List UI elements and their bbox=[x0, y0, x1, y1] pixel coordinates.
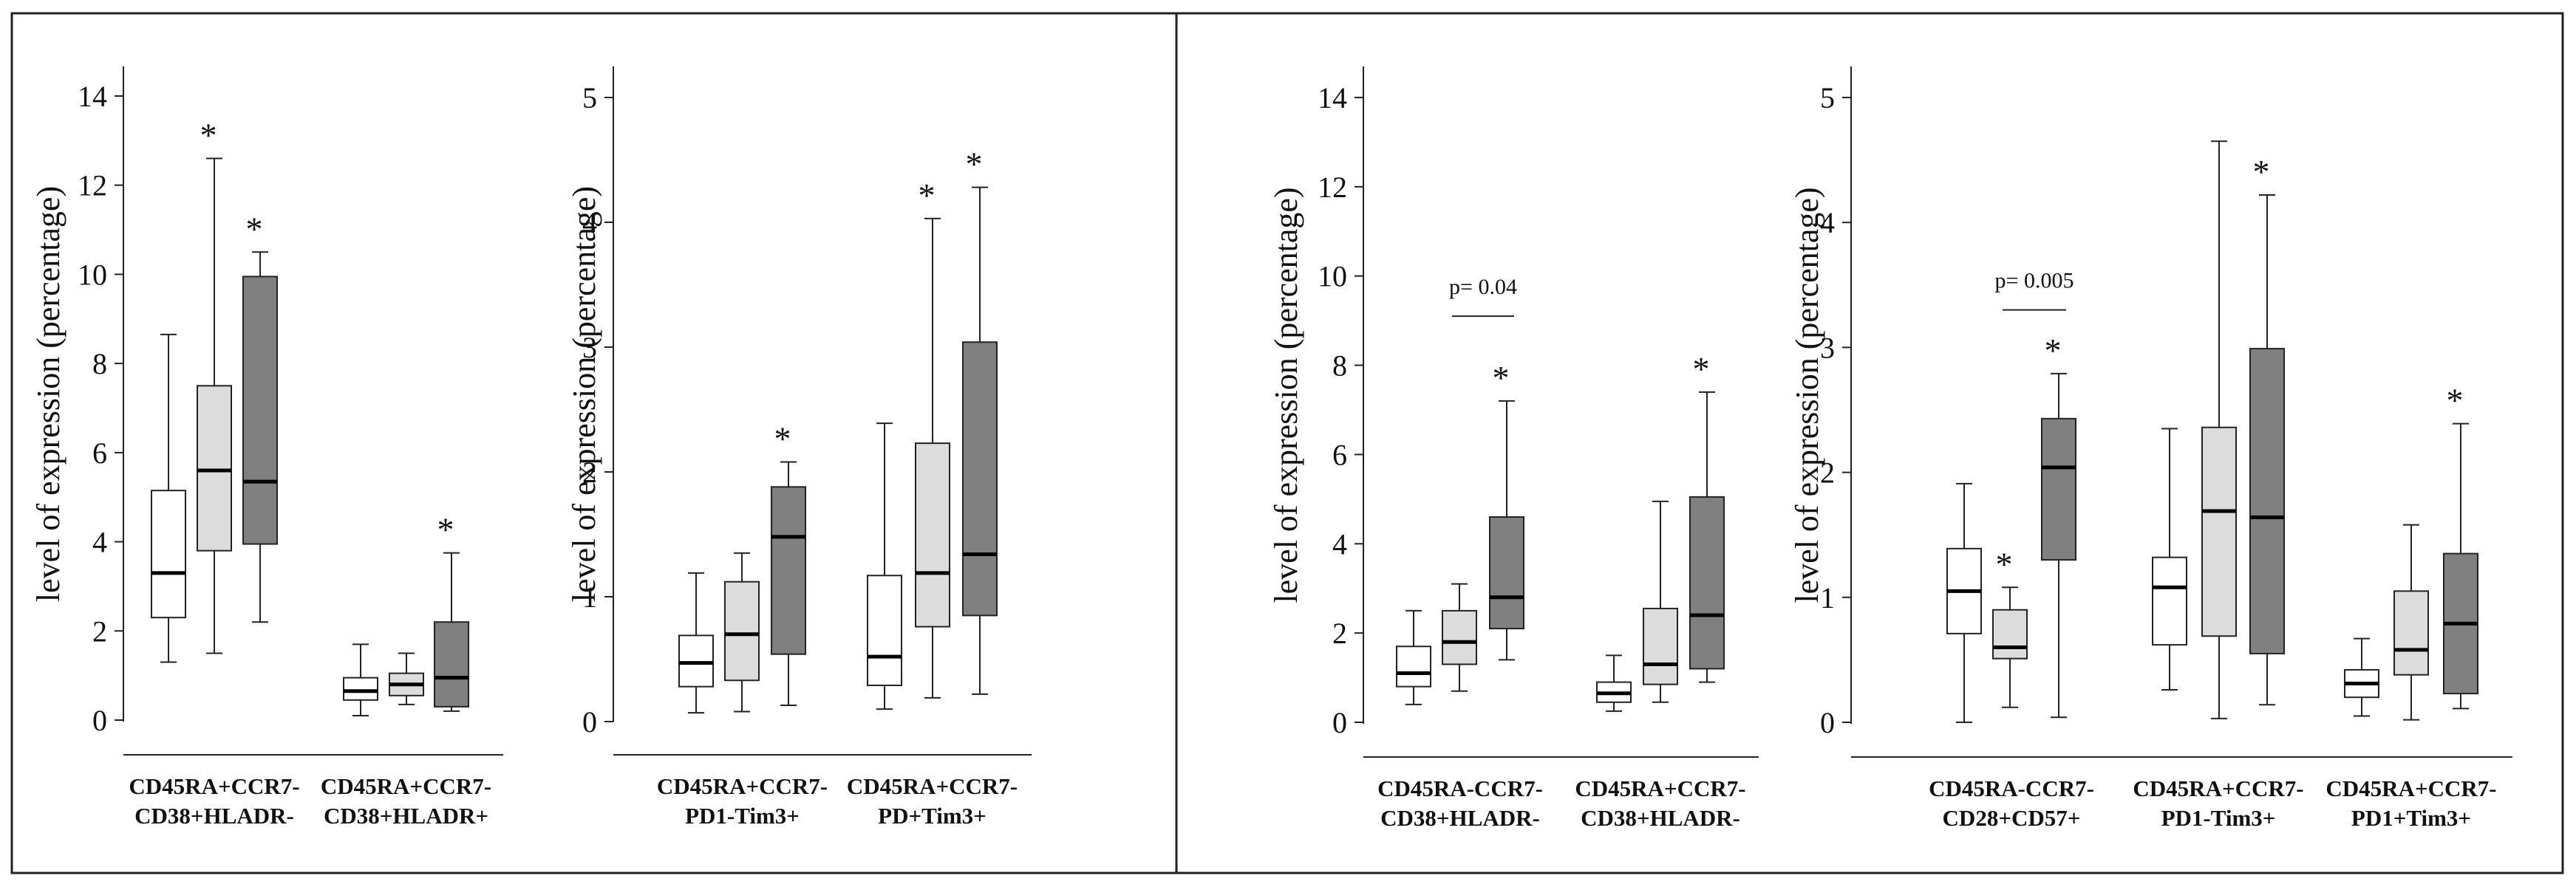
box bbox=[915, 442, 950, 628]
y-tick-label: 0 bbox=[1820, 706, 1835, 739]
y-tick-label: 1 bbox=[582, 581, 597, 614]
y-tick-label: 4 bbox=[1332, 527, 1347, 561]
box bbox=[962, 341, 998, 617]
category-label-line1: CD45RA+CCR7- bbox=[2133, 775, 2303, 801]
box bbox=[2249, 348, 2285, 654]
y-axis-title: level of expression (percentage) bbox=[30, 186, 67, 602]
y-tick-label: 10 bbox=[78, 258, 107, 291]
significance-star: * bbox=[919, 177, 936, 214]
box bbox=[1992, 609, 2028, 660]
y-tick-label: 5 bbox=[1820, 81, 1835, 114]
significance-star: * bbox=[200, 117, 217, 154]
category-label-line2: CD38+HLADR- bbox=[1581, 805, 1740, 831]
significance-star: * bbox=[2253, 153, 2270, 191]
significance-star: * bbox=[246, 210, 263, 247]
box bbox=[771, 486, 806, 655]
category-label-line2: CD38+HLADR- bbox=[134, 803, 294, 829]
box bbox=[1442, 609, 1477, 665]
y-tick-label: 4 bbox=[1820, 206, 1835, 239]
significance-star: * bbox=[966, 145, 983, 183]
box bbox=[678, 634, 714, 688]
chart-4: 0 1 2 3 4 5 level of expression (percentage) * *… bbox=[1789, 66, 2512, 831]
category-label-line1: CD45RA+CCR7- bbox=[321, 773, 491, 799]
significance-star: * bbox=[437, 511, 454, 549]
significance-star: * bbox=[1493, 359, 1510, 397]
y-tick-label: 8 bbox=[92, 347, 107, 380]
y-axis-title: level of expression (percentage) bbox=[1268, 187, 1304, 603]
box bbox=[151, 490, 186, 619]
pvalue-label: p= 0.04 bbox=[1449, 275, 1517, 299]
chart-3: 0 2 4 6 8 10 12 14 level of expression (percenta… bbox=[1268, 66, 1759, 831]
y-tick-label: 2 bbox=[1332, 617, 1347, 650]
significance-star: * bbox=[1996, 545, 2013, 583]
y-tick-label: 2 bbox=[1820, 456, 1835, 490]
chart-1: 0 2 4 6 8 10 12 14 level of expression (percenta… bbox=[30, 66, 503, 829]
significance-star: * bbox=[774, 419, 791, 457]
box bbox=[197, 385, 232, 552]
box bbox=[343, 677, 378, 701]
y-tick-label: 0 bbox=[92, 704, 107, 737]
y-tick-label: 3 bbox=[1820, 331, 1835, 364]
box bbox=[867, 575, 902, 686]
y-tick-label: 1 bbox=[1820, 581, 1835, 614]
y-tick-label: 4 bbox=[92, 526, 107, 559]
box bbox=[1643, 607, 1678, 685]
y-axis-title: level of expression (percentage) bbox=[566, 186, 602, 602]
category-label-line2: CD38+HLADR- bbox=[1380, 805, 1540, 831]
y-tick-label: 5 bbox=[582, 81, 597, 114]
pvalue-label: p= 0.005 bbox=[1995, 269, 2074, 293]
significance-star: * bbox=[2045, 332, 2062, 369]
box bbox=[2041, 417, 2076, 561]
y-tick-label: 8 bbox=[1332, 349, 1347, 383]
y-tick-label: 14 bbox=[1318, 81, 1347, 114]
y-tick-label: 4 bbox=[582, 206, 597, 239]
significance-star: * bbox=[1693, 350, 1710, 388]
y-tick-label: 0 bbox=[1332, 706, 1347, 739]
box bbox=[1489, 516, 1524, 630]
category-label-line1: CD45RA+CCR7- bbox=[657, 773, 828, 799]
box bbox=[2201, 426, 2237, 637]
y-tick-label: 12 bbox=[78, 169, 107, 202]
category-label-line1: CD45RA+CCR7- bbox=[129, 773, 299, 799]
category-label-line1: CD45RA+CCR7- bbox=[847, 773, 1018, 799]
category-label-line2: PD1+Tim3+ bbox=[2351, 805, 2471, 831]
box bbox=[2152, 556, 2187, 646]
y-tick-label: 14 bbox=[78, 80, 107, 113]
box bbox=[2393, 590, 2429, 676]
box bbox=[1689, 496, 1725, 670]
category-label-line1: CD45RA-CCR7- bbox=[1929, 775, 2094, 801]
category-label-line2: CD38+HLADR+ bbox=[324, 803, 488, 829]
y-tick-label: 12 bbox=[1318, 171, 1347, 204]
box bbox=[242, 275, 278, 545]
y-axis-title: level of expression (percentage) bbox=[1789, 187, 1825, 603]
y-tick-label: 3 bbox=[582, 331, 597, 364]
box bbox=[434, 621, 469, 708]
category-label-line1: CD45RA-CCR7- bbox=[1377, 775, 1543, 801]
y-tick-label: 0 bbox=[582, 705, 597, 739]
significance-star: * bbox=[2447, 382, 2464, 419]
box bbox=[724, 581, 760, 682]
category-label-line2: PD+Tim3+ bbox=[878, 803, 987, 829]
category-label-line1: CD45RA+CCR7- bbox=[1575, 775, 1745, 801]
category-label-line1: CD45RA+CCR7- bbox=[2325, 775, 2496, 801]
y-tick-label: 6 bbox=[92, 436, 107, 470]
category-label-line2: PD1-Tim3+ bbox=[2161, 805, 2276, 831]
box bbox=[1396, 645, 1431, 688]
y-tick-label: 10 bbox=[1318, 260, 1347, 293]
chart-2: 0 1 2 3 4 5 level of expression (percentage) * C… bbox=[566, 66, 1032, 829]
y-tick-label: 2 bbox=[92, 614, 107, 648]
category-label-line2: CD28+CD57+ bbox=[1943, 805, 2081, 831]
y-tick-label: 6 bbox=[1332, 438, 1347, 471]
y-tick-label: 2 bbox=[582, 456, 597, 489]
category-label-line2: PD1-Tim3+ bbox=[685, 803, 800, 829]
right-panel-frame bbox=[1175, 12, 2564, 874]
